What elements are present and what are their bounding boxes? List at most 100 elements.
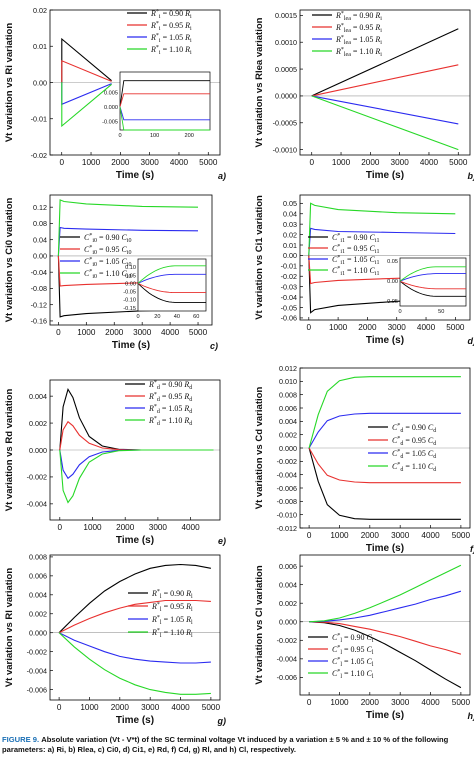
y-tick-label: -0.006 bbox=[27, 685, 47, 694]
x-tick-label: 0 bbox=[58, 523, 63, 532]
x-tick-label: 5000 bbox=[452, 531, 471, 540]
chart-panel-e: 0 1000 2000 3000 4000 0.004 0.002 0.000 -0.002 -0… bbox=[4, 379, 226, 546]
x-tick-label: 2000 bbox=[361, 698, 380, 707]
x-tick-label: 0 bbox=[57, 703, 62, 712]
y-tick-label: -0.04 bbox=[31, 268, 47, 277]
y-tick-label: -0.04 bbox=[281, 293, 297, 302]
x-tick-label: 0 bbox=[309, 158, 314, 167]
y-axis-label: Vt variation vs Ci1 variation bbox=[254, 195, 265, 320]
y-tick-label: 0.00 bbox=[33, 252, 47, 261]
inset-y-tick-label: -0.005 bbox=[102, 119, 118, 125]
y-tick-label: -0.02 bbox=[281, 272, 297, 281]
y-tick-label: 0.04 bbox=[33, 235, 47, 244]
series-line bbox=[59, 449, 214, 504]
y-axis-label: Vt variation vs Ri variation bbox=[4, 23, 15, 143]
legend-label: R*d = 0.95 Rd bbox=[148, 392, 192, 403]
y-axis-label: Vt variation vs Ci0 variation bbox=[4, 198, 15, 323]
inset-series-line bbox=[119, 106, 210, 131]
legend-label: C*i0 = 1.05 Ci0 bbox=[84, 257, 132, 268]
x-axis-label: Time (s) bbox=[116, 715, 154, 726]
x-tick-label: 3000 bbox=[141, 703, 160, 712]
y-tick-label: 0.0000 bbox=[275, 92, 297, 101]
x-tick-label: 1000 bbox=[82, 158, 101, 167]
chart-panel-f: 0 1000 2000 3000 4000 5000 0.012 0.010 0.008 0.00… bbox=[254, 364, 474, 554]
legend-label: C*i0 = 0.90 Ci0 bbox=[84, 233, 132, 244]
inset-series-line bbox=[137, 273, 206, 284]
y-tick-label: 0.00 bbox=[283, 251, 297, 260]
inset-plot: 0 100 200 0.005 0.000 -0.005 bbox=[102, 71, 211, 139]
legend-label: R*lea = 1.05 Ri bbox=[335, 35, 382, 46]
y-tick-label: 0.000 bbox=[279, 444, 297, 453]
x-tick-label: 4000 bbox=[170, 158, 189, 167]
legend-label: R*i = 1.10 Ri bbox=[150, 45, 192, 56]
x-tick-label: 2000 bbox=[361, 158, 380, 167]
inset-series-line bbox=[399, 273, 466, 282]
y-tick-label: -0.01 bbox=[31, 115, 47, 124]
chart-panel-a: 0 1000 2000 3000 4000 5000-0.02-0.010.000.010… bbox=[4, 6, 226, 181]
y-axis-label: Vt variation vs Cl variation bbox=[254, 565, 265, 685]
y-tick-label: -0.002 bbox=[27, 473, 47, 482]
y-tick-label: -0.006 bbox=[277, 484, 297, 493]
y-tick-label: -0.010 bbox=[277, 510, 297, 519]
series-line bbox=[61, 37, 112, 84]
y-tick-label: -0.008 bbox=[277, 497, 297, 506]
legend-label: R*i = 0.95 Ri bbox=[150, 21, 192, 32]
y-tick-label: 0.008 bbox=[29, 553, 47, 562]
x-tick-label: 5000 bbox=[189, 328, 208, 337]
x-tick-label: 3000 bbox=[141, 158, 160, 167]
y-tick-label: 0.000 bbox=[29, 629, 47, 638]
inset-x-tick-label: 50 bbox=[438, 309, 444, 315]
y-tick-label: 0.012 bbox=[279, 364, 297, 373]
x-tick-label: 2000 bbox=[361, 531, 380, 540]
series-line bbox=[58, 599, 211, 634]
y-tick-label: 0.04 bbox=[283, 210, 297, 219]
inset-frame bbox=[119, 71, 211, 131]
inset-x-tick-label: 100 bbox=[150, 133, 159, 139]
legend-label: C*i1 = 1.10 Ci1 bbox=[332, 266, 380, 277]
chart-panel-d: 0 1000 2000 3000 4000 5000 0.05 0.040.030.02 0.0… bbox=[254, 194, 474, 346]
y-tick-label: -0.012 bbox=[277, 524, 297, 533]
legend-label: C*i1 = 0.90 Ci1 bbox=[332, 233, 380, 244]
y-axis-label: Vt variation vs Rl variation bbox=[4, 568, 15, 688]
panel-label: f) bbox=[470, 544, 474, 554]
y-tick-label: 0.008 bbox=[279, 390, 297, 399]
series-line bbox=[308, 376, 461, 449]
panel-label: a) bbox=[218, 171, 226, 181]
series-line bbox=[61, 81, 112, 128]
inset-x-tick-label: 0 bbox=[398, 309, 401, 315]
y-tick-label: 0.010 bbox=[279, 377, 297, 386]
y-tick-label: -0.0010 bbox=[273, 145, 297, 154]
legend-label: C*l = 0.90 Cl bbox=[332, 633, 374, 644]
series-line bbox=[309, 590, 462, 623]
legend-label: R*l = 1.10 Rl bbox=[151, 628, 193, 639]
x-axis-label: Time (s) bbox=[366, 710, 404, 721]
x-tick-label: 1000 bbox=[330, 531, 349, 540]
legend-label: R*lea = 0.90 Ri bbox=[335, 11, 382, 22]
series-line bbox=[309, 564, 462, 623]
y-tick-label: 0.006 bbox=[279, 562, 297, 571]
series-line bbox=[311, 28, 459, 97]
x-tick-label: 2000 bbox=[116, 523, 135, 532]
y-tick-label: 0.02 bbox=[33, 6, 47, 15]
x-tick-label: 4000 bbox=[161, 328, 180, 337]
y-tick-label: 0.01 bbox=[283, 241, 297, 250]
x-tick-label: 4000 bbox=[181, 523, 200, 532]
inset-y-tick-label: 0.005 bbox=[104, 90, 118, 96]
y-tick-label: -0.006 bbox=[277, 673, 297, 682]
inset-x-tick-label: 60 bbox=[193, 314, 199, 320]
x-axis-label: Time (s) bbox=[116, 170, 154, 181]
series-line bbox=[58, 632, 211, 664]
x-tick-label: 2000 bbox=[358, 323, 377, 332]
legend-label: C*d = 1.05 Cd bbox=[392, 449, 436, 460]
x-tick-label: 0 bbox=[56, 328, 61, 337]
inset-y-tick-label: 0.05 bbox=[125, 273, 136, 279]
y-tick-label: 0.002 bbox=[29, 419, 47, 428]
y-tick-label: 0.002 bbox=[279, 430, 297, 439]
x-axis-label: Time (s) bbox=[366, 543, 404, 554]
y-tick-label: -0.06 bbox=[281, 314, 297, 323]
y-tick-label: 0.004 bbox=[29, 392, 47, 401]
y-tick-label: 0.0005 bbox=[275, 65, 297, 74]
x-tick-label: 4000 bbox=[420, 158, 439, 167]
x-axis-label: Time (s) bbox=[366, 335, 404, 346]
